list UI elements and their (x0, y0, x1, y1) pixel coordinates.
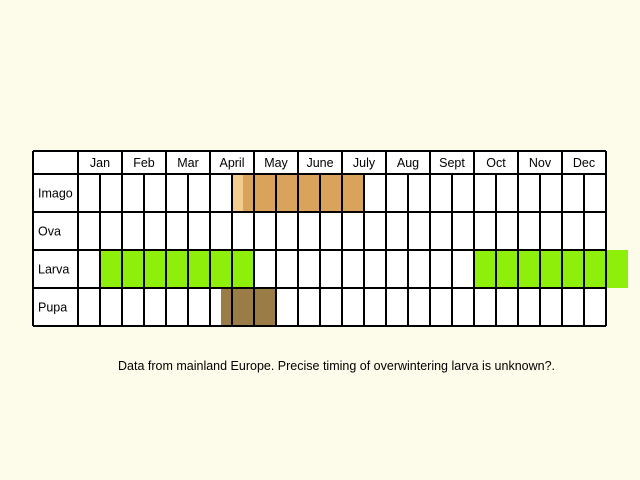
month-label: July (353, 156, 376, 170)
period-bar-imago-0 (232, 174, 243, 212)
stage-label: Larva (38, 263, 69, 277)
period-bar-pupa-0 (221, 288, 276, 326)
month-label: Nov (529, 156, 552, 170)
chart-footnote: Data from mainland Europe. Precise timin… (118, 359, 556, 373)
month-label: Aug (397, 156, 419, 170)
month-label: Feb (133, 156, 155, 170)
month-label: April (219, 156, 244, 170)
month-label: Dec (573, 156, 595, 170)
period-bar-larva-1 (474, 250, 628, 288)
period-bar-imago-1 (243, 174, 364, 212)
period-bar-larva-0 (100, 250, 254, 288)
month-label: Jan (90, 156, 110, 170)
month-label: Oct (486, 156, 506, 170)
month-label: Sept (439, 156, 465, 170)
stage-label: Pupa (38, 301, 67, 315)
month-label: June (306, 156, 333, 170)
stage-label: Imago (38, 187, 73, 201)
month-label: Mar (177, 156, 199, 170)
stage-label: Ova (38, 225, 61, 239)
month-label: May (264, 156, 288, 170)
